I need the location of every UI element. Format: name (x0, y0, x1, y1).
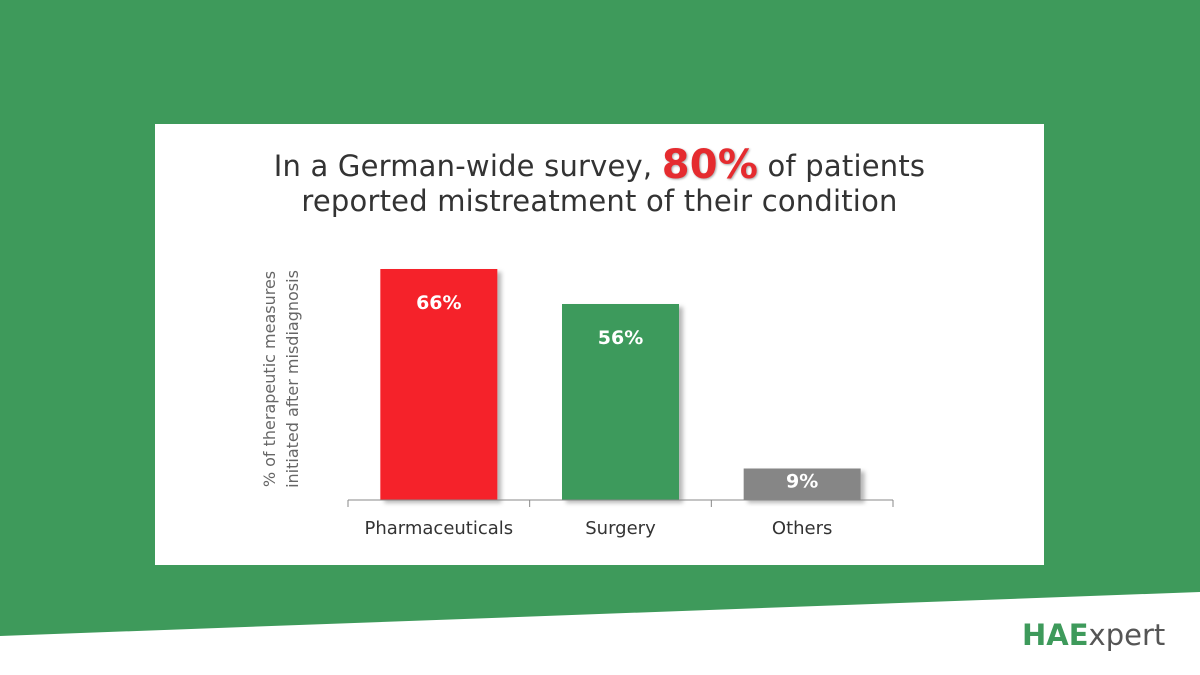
y-axis-label-line: % of therapeutic measures (260, 271, 279, 487)
bar-pharmaceuticals (380, 269, 498, 500)
bar-value-label: 66% (416, 292, 461, 314)
haexpert-logo: HAExpert (1022, 618, 1165, 652)
title-highlight-percent: 80% (661, 142, 759, 188)
bar-value-label: 9% (786, 471, 818, 493)
title-prefix: In a German-wide survey, (273, 149, 653, 183)
x-tick-label: Others (772, 518, 833, 539)
chart-card: In a German-wide survey, 80% of patients… (155, 124, 1044, 565)
x-tick-label: Surgery (585, 518, 656, 539)
logo-light-text: xpert (1088, 618, 1166, 652)
y-axis-label-line: initiated after misdiagnosis (283, 270, 302, 488)
bar-value-label: 56% (598, 327, 643, 349)
bar-chart: 66% Pharmaceuticals 56% Surgery 9% Others % of… (260, 269, 894, 539)
bar-surgery (562, 304, 679, 500)
chart-title-line-1: In a German-wide survey, 80% of patients (155, 140, 1044, 188)
x-tick-label: Pharmaceuticals (364, 518, 513, 539)
title-suffix: of patients (767, 149, 926, 183)
bar-others (743, 468, 861, 500)
chart-title-line-2: reported mistreatment of their condition (301, 184, 898, 218)
logo-strong-text: HAE (1022, 618, 1089, 652)
